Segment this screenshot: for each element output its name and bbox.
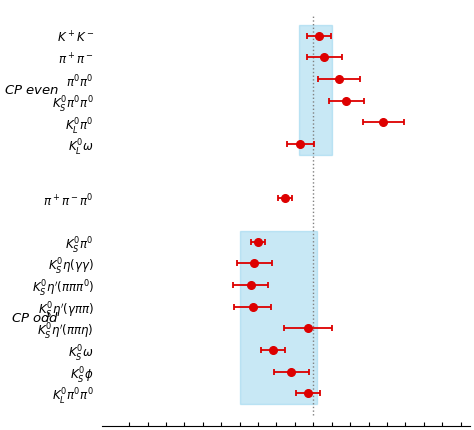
Text: $CP$ even: $CP$ even <box>4 84 59 97</box>
Text: $CP$ odd: $CP$ odd <box>11 311 59 325</box>
Bar <box>299 26 332 156</box>
Bar <box>240 231 317 404</box>
